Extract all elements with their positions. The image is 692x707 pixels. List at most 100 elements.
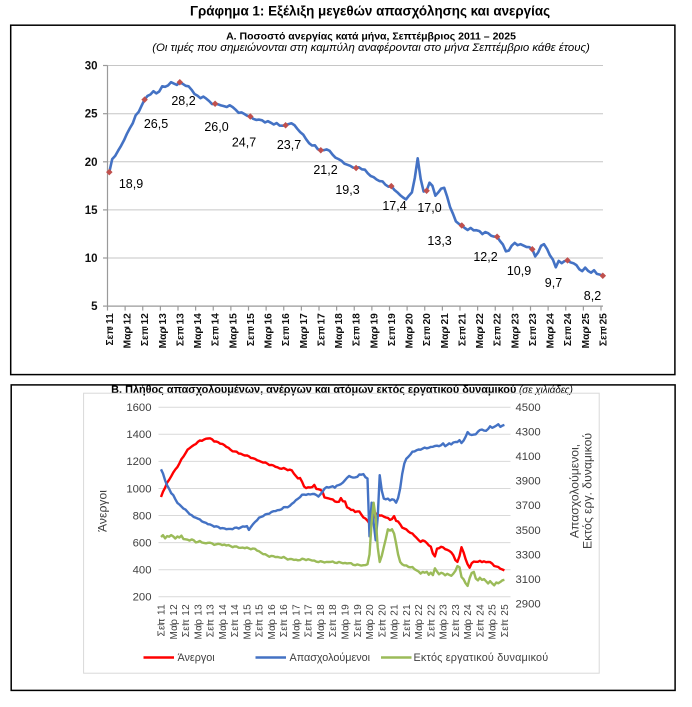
svg-text:Σεπ 14: Σεπ 14 bbox=[230, 604, 241, 637]
svg-text:26,0: 26,0 bbox=[204, 120, 228, 134]
svg-text:Μαρ 19: Μαρ 19 bbox=[369, 313, 380, 349]
svg-text:24,7: 24,7 bbox=[232, 136, 256, 150]
svg-text:Σεπ 22: Σεπ 22 bbox=[426, 604, 437, 637]
svg-text:Μαρ 17: Μαρ 17 bbox=[291, 604, 302, 640]
svg-text:Σεπ 16: Σεπ 16 bbox=[279, 604, 290, 637]
svg-text:23,7: 23,7 bbox=[277, 138, 301, 152]
svg-text:Σεπ 21: Σεπ 21 bbox=[457, 313, 468, 346]
svg-text:Σεπ 25: Σεπ 25 bbox=[598, 313, 609, 346]
svg-text:5: 5 bbox=[91, 301, 98, 313]
svg-text:21,2: 21,2 bbox=[313, 163, 337, 177]
svg-text:Μαρ 14: Μαρ 14 bbox=[218, 604, 229, 640]
svg-text:26,5: 26,5 bbox=[144, 117, 168, 131]
svg-text:(Οι τιμές που σημειώνονται στη: (Οι τιμές που σημειώνονται στη καμπύλη α… bbox=[152, 42, 590, 54]
svg-text:3900: 3900 bbox=[516, 476, 541, 488]
svg-text:Μαρ 22: Μαρ 22 bbox=[475, 313, 486, 349]
svg-text:4500: 4500 bbox=[516, 402, 541, 414]
svg-text:Γράφημα 1: Εξέλιξη μεγεθών απα: Γράφημα 1: Εξέλιξη μεγεθών απασχόλησης κ… bbox=[190, 3, 550, 18]
svg-text:Σεπ 11: Σεπ 11 bbox=[105, 313, 116, 346]
svg-text:3700: 3700 bbox=[516, 500, 541, 512]
svg-text:28,2: 28,2 bbox=[171, 94, 195, 108]
svg-text:Μαρ 12: Μαρ 12 bbox=[169, 604, 180, 640]
svg-text:3100: 3100 bbox=[516, 574, 541, 586]
svg-text:30: 30 bbox=[85, 61, 98, 73]
svg-text:Εκτός εργ. δυναμικού: Εκτός εργ. δυναμικού bbox=[580, 433, 594, 549]
svg-text:Μαρ 23: Μαρ 23 bbox=[510, 313, 521, 349]
svg-text:Σεπ 16: Σεπ 16 bbox=[281, 313, 292, 346]
svg-text:2900: 2900 bbox=[516, 598, 541, 610]
svg-text:19,3: 19,3 bbox=[335, 183, 359, 197]
svg-text:Μαρ 25: Μαρ 25 bbox=[488, 604, 499, 640]
svg-text:1000: 1000 bbox=[126, 483, 151, 495]
svg-text:17,0: 17,0 bbox=[417, 201, 441, 215]
svg-text:Σεπ 11: Σεπ 11 bbox=[157, 604, 168, 637]
svg-text:1600: 1600 bbox=[126, 402, 151, 414]
svg-text:25: 25 bbox=[85, 109, 98, 121]
svg-text:Β. Πλήθος απασχολουμένων, ανέρ: Β. Πλήθος απασχολουμένων, ανέργων και ατ… bbox=[111, 384, 573, 396]
svg-text:Σεπ 22: Σεπ 22 bbox=[493, 313, 504, 346]
svg-text:Άνεργοι: Άνεργοι bbox=[178, 652, 216, 664]
svg-text:Σεπ 18: Σεπ 18 bbox=[352, 313, 363, 346]
svg-text:Σεπ 23: Σεπ 23 bbox=[528, 313, 539, 346]
svg-text:4100: 4100 bbox=[516, 451, 541, 463]
svg-text:1400: 1400 bbox=[126, 429, 151, 441]
svg-text:Μαρ 14: Μαρ 14 bbox=[193, 313, 204, 349]
svg-text:Μαρ 12: Μαρ 12 bbox=[122, 313, 133, 349]
svg-text:Σεπ 19: Σεπ 19 bbox=[353, 604, 364, 637]
svg-text:Άνεργοι: Άνεργοι bbox=[95, 490, 109, 532]
svg-text:Σεπ 12: Σεπ 12 bbox=[140, 313, 151, 346]
svg-text:Σεπ 15: Σεπ 15 bbox=[255, 604, 266, 637]
svg-text:Μαρ 17: Μαρ 17 bbox=[299, 313, 310, 349]
svg-text:Σεπ 14: Σεπ 14 bbox=[211, 313, 222, 346]
svg-text:3300: 3300 bbox=[516, 549, 541, 561]
svg-text:Σεπ 19: Σεπ 19 bbox=[387, 313, 398, 346]
svg-text:Σεπ 13: Σεπ 13 bbox=[206, 604, 217, 637]
svg-text:Μαρ 24: Μαρ 24 bbox=[463, 604, 474, 640]
svg-text:Σεπ 18: Σεπ 18 bbox=[328, 604, 339, 637]
svg-text:Απασχολούμενοι: Απασχολούμενοι bbox=[290, 652, 371, 664]
svg-text:Μαρ 22: Μαρ 22 bbox=[414, 604, 425, 640]
svg-text:800: 800 bbox=[133, 510, 152, 522]
svg-text:Σεπ 24: Σεπ 24 bbox=[475, 604, 486, 637]
svg-text:Μαρ 23: Μαρ 23 bbox=[439, 604, 450, 640]
svg-text:Μαρ 18: Μαρ 18 bbox=[334, 313, 345, 349]
svg-text:8,2: 8,2 bbox=[584, 289, 601, 303]
svg-text:Μαρ 19: Μαρ 19 bbox=[341, 604, 352, 640]
svg-text:Μαρ 20: Μαρ 20 bbox=[365, 604, 376, 640]
svg-text:Μαρ 21: Μαρ 21 bbox=[390, 604, 401, 640]
svg-text:Σεπ 17: Σεπ 17 bbox=[304, 604, 315, 637]
svg-text:Σεπ 20: Σεπ 20 bbox=[422, 313, 433, 346]
svg-text:Σεπ 12: Σεπ 12 bbox=[181, 604, 192, 637]
svg-text:3500: 3500 bbox=[516, 525, 541, 537]
svg-text:9,7: 9,7 bbox=[545, 276, 562, 290]
svg-text:1200: 1200 bbox=[126, 456, 151, 468]
svg-text:13,3: 13,3 bbox=[427, 234, 451, 248]
svg-text:Α. Ποσοστό ανεργίας κατά μήνα,: Α. Ποσοστό ανεργίας κατά μήνα, Σεπτέμβρι… bbox=[226, 30, 516, 42]
svg-text:15: 15 bbox=[85, 205, 98, 217]
svg-text:Σεπ 17: Σεπ 17 bbox=[316, 313, 327, 346]
svg-text:600: 600 bbox=[133, 537, 152, 549]
svg-text:10: 10 bbox=[85, 253, 98, 265]
svg-text:Μαρ 20: Μαρ 20 bbox=[404, 313, 415, 349]
svg-text:Σεπ 20: Σεπ 20 bbox=[377, 604, 388, 637]
svg-text:18,9: 18,9 bbox=[119, 177, 143, 191]
svg-text:Μαρ 18: Μαρ 18 bbox=[316, 604, 327, 640]
svg-text:4300: 4300 bbox=[516, 427, 541, 439]
svg-text:Μαρ 16: Μαρ 16 bbox=[267, 604, 278, 640]
svg-text:Μαρ 13: Μαρ 13 bbox=[158, 313, 169, 349]
svg-text:Μαρ 15: Μαρ 15 bbox=[242, 604, 253, 640]
svg-text:Εκτός εργατικού δυναμικού: Εκτός εργατικού δυναμικού bbox=[414, 652, 549, 664]
svg-text:12,2: 12,2 bbox=[473, 250, 497, 264]
svg-text:Σεπ 13: Σεπ 13 bbox=[175, 313, 186, 346]
svg-text:Μαρ 25: Μαρ 25 bbox=[581, 313, 592, 349]
svg-text:Σεπ 15: Σεπ 15 bbox=[246, 313, 257, 346]
svg-text:Απασχολούμενοι,: Απασχολούμενοι, bbox=[567, 444, 581, 538]
svg-text:Σεπ 21: Σεπ 21 bbox=[402, 604, 413, 637]
svg-text:20: 20 bbox=[85, 157, 98, 169]
svg-text:400: 400 bbox=[133, 565, 152, 577]
svg-text:10,9: 10,9 bbox=[507, 264, 531, 278]
svg-text:Σεπ 25: Σεπ 25 bbox=[500, 604, 511, 637]
svg-text:Μαρ 15: Μαρ 15 bbox=[228, 313, 239, 349]
svg-text:17,4: 17,4 bbox=[382, 199, 406, 213]
svg-text:Μαρ 16: Μαρ 16 bbox=[263, 313, 274, 349]
